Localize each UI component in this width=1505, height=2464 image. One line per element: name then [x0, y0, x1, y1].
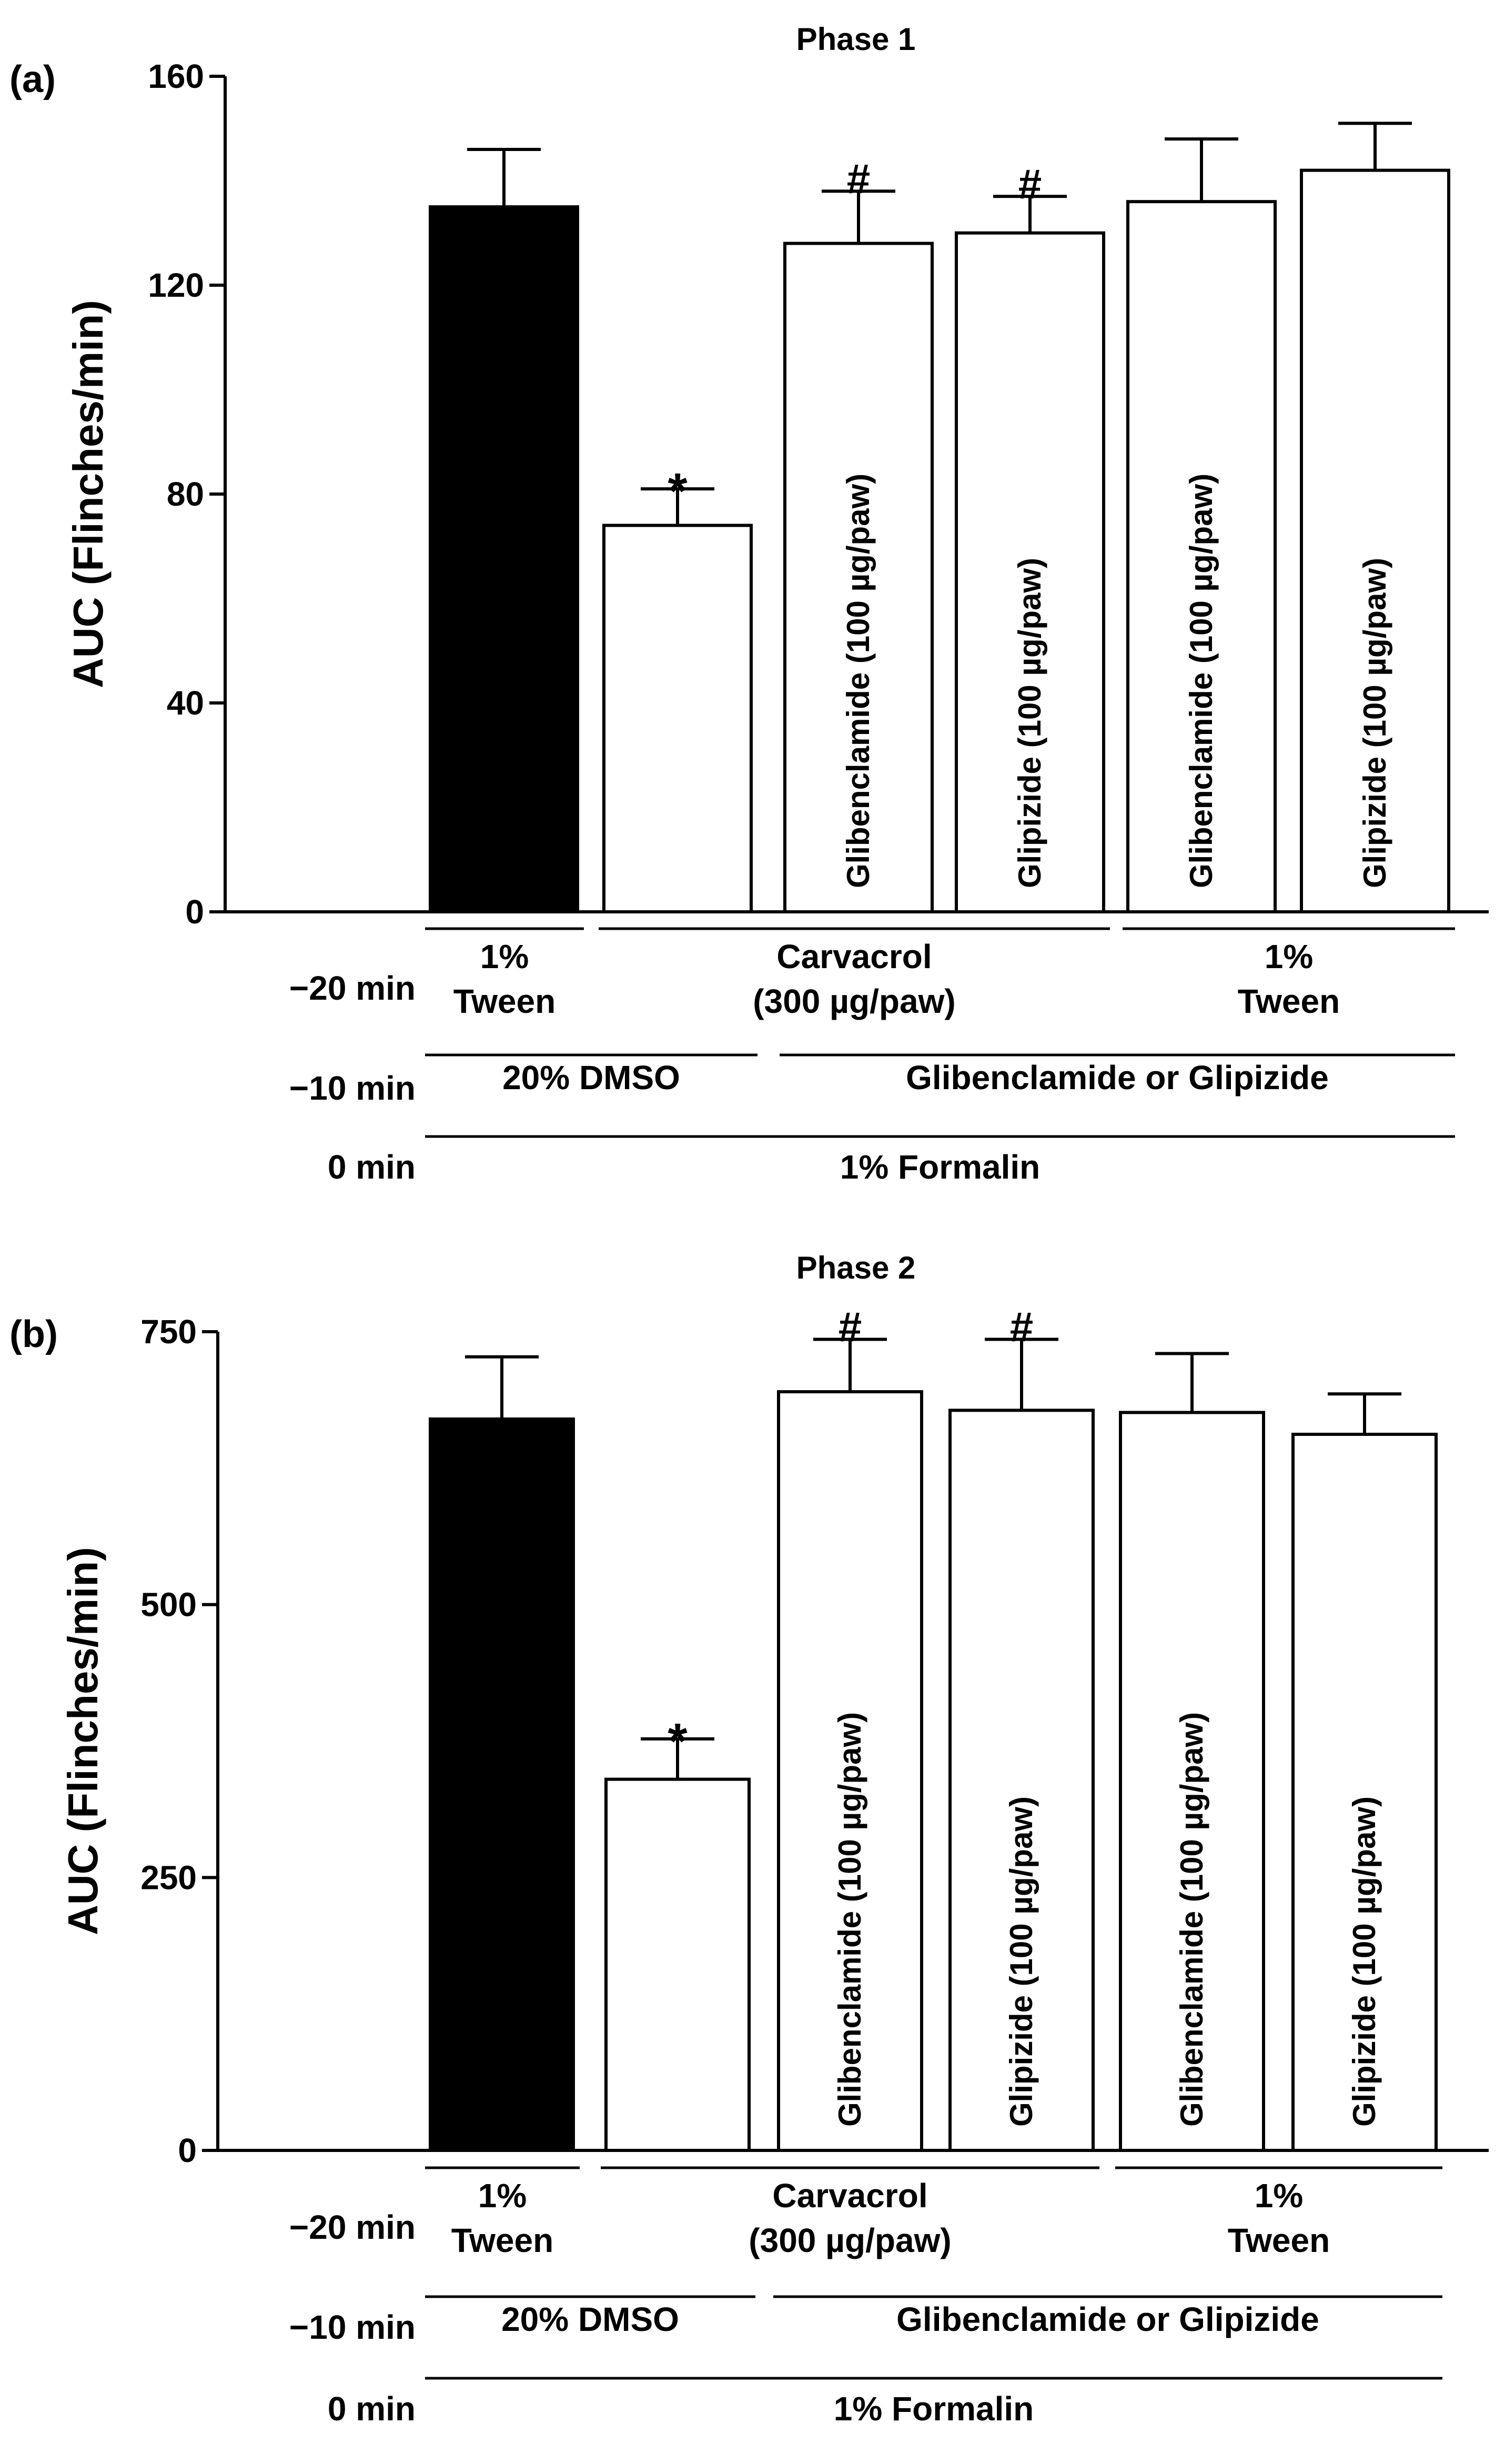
y-tick-label: 80	[167, 475, 204, 513]
treatment-group-label: 1%	[480, 938, 529, 975]
significance-hash: #	[839, 1304, 862, 1351]
y-tick-label: 160	[148, 57, 204, 95]
treatment-group-label: Tween	[1228, 2221, 1330, 2259]
treatment-time-label: −10 min	[289, 1069, 416, 1107]
treatment-group-label: 1%	[1255, 2177, 1304, 2215]
treatment-group-label: (300 µg/paw)	[753, 982, 955, 1020]
significance-hash: #	[1010, 1304, 1034, 1351]
bar	[604, 1777, 751, 2152]
treatment-group-label: Carvacrol	[776, 938, 932, 975]
treatment-time-label: −20 min	[289, 969, 416, 1007]
bar	[1291, 1433, 1438, 2152]
bar	[1126, 200, 1277, 914]
y-tick-label: 40	[167, 684, 204, 722]
treatment-group-label: Tween	[453, 982, 555, 1020]
y-tick-label: 0	[185, 893, 204, 931]
significance-asterisk: *	[668, 463, 688, 519]
treatment-time-label: −20 min	[289, 2208, 416, 2246]
treatment-group-label: Glibenclamide or Glipizide	[906, 1059, 1329, 1097]
bar	[1119, 1411, 1265, 2152]
treatment-time-label: 0 min	[328, 1148, 416, 1186]
treatment-group-label: 1% Formalin	[840, 1148, 1041, 1186]
bar	[429, 1417, 575, 2152]
chart-title: Phase 2	[796, 1250, 916, 1285]
y-tick-label: 250	[140, 1858, 197, 1896]
bar	[602, 524, 753, 913]
bar	[777, 1390, 923, 2152]
significance-hash: #	[1018, 160, 1042, 207]
y-axis-label: AUC (Flinches/min)	[59, 1547, 106, 1935]
significance-asterisk: *	[668, 1713, 688, 1769]
treatment-group-label: Carvacrol	[772, 2177, 927, 2215]
treatment-group-label: Glibenclamide or Glipizide	[896, 2300, 1319, 2338]
bar-inner-label: Glipizide (100 µg/paw)	[1012, 558, 1047, 888]
bar	[1300, 168, 1450, 913]
bar-inner-label: Glipizide (100 µg/paw)	[1347, 1796, 1382, 2127]
treatment-group-label: (300 µg/paw)	[749, 2221, 951, 2259]
bar-inner-label: Glipizide (100 µg/paw)	[1004, 1796, 1039, 2127]
treatment-group-label: 1%	[478, 2177, 527, 2215]
treatment-group-label: Tween	[451, 2221, 553, 2259]
treatment-group-label: 20% DMSO	[502, 1059, 680, 1097]
treatment-group-label: 20% DMSO	[501, 2300, 679, 2338]
treatment-group-label: 1% Formalin	[834, 2390, 1034, 2428]
y-tick-label: 500	[140, 1586, 197, 1624]
panel-b: (b) Phase 2 AUC (Flinches/min) 0 250 500 750 * #…	[9, 1250, 1489, 2428]
treatment-group-label: Tween	[1238, 982, 1340, 1020]
bar-inner-label: Glibenclamide (100 µg/paw)	[832, 1712, 867, 2127]
bar-inner-label: Glibenclamide (100 µg/paw)	[1184, 474, 1219, 888]
bar	[783, 242, 934, 914]
y-tick-label: 120	[148, 266, 204, 304]
panel-label: (b)	[9, 1313, 58, 1355]
y-tick-label: 0	[178, 2131, 197, 2169]
bar-inner-label: Glibenclamide (100 µg/paw)	[841, 474, 876, 888]
treatment-time-label: −10 min	[289, 2308, 416, 2346]
y-tick-label: 750	[140, 1313, 197, 1351]
bar	[955, 231, 1105, 913]
bar-inner-label: Glipizide (100 µg/paw)	[1357, 558, 1392, 888]
panel-a: (a) Phase 1 AUC (Flinches/min) 0 40 80 120 160 *…	[9, 22, 1489, 1186]
treatment-group-label: 1%	[1265, 938, 1314, 975]
bar-inner-label: Glibenclamide (100 µg/paw)	[1174, 1712, 1209, 2127]
panel-label: (a)	[9, 58, 56, 100]
significance-hash: #	[847, 155, 871, 202]
treatment-time-label: 0 min	[328, 2390, 416, 2428]
bar	[948, 1409, 1095, 2152]
y-axis-label: AUC (Flinches/min)	[65, 300, 112, 688]
bar	[429, 205, 579, 913]
chart-title: Phase 1	[796, 22, 916, 57]
